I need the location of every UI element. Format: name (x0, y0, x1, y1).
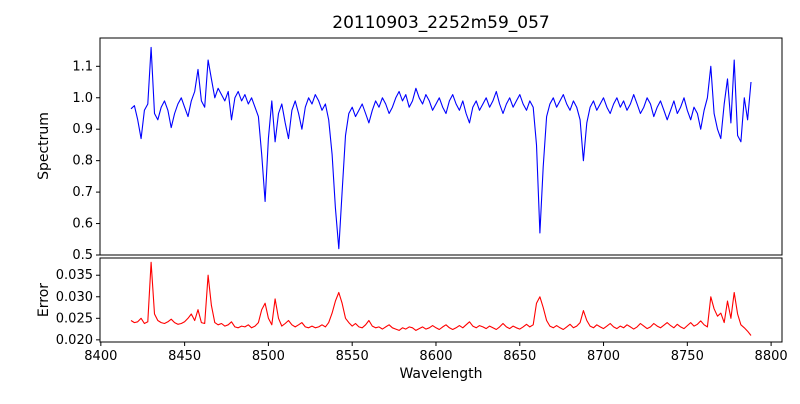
x-tick-label: 8600 (419, 349, 452, 364)
chart-title: 20110903_2252m59_057 (332, 13, 549, 33)
x-tick-label: 8800 (755, 349, 788, 364)
x-tick-label: 8400 (84, 349, 117, 364)
spectrum-axis-label: Spectrum (36, 112, 52, 180)
x-tick-label: 8750 (671, 349, 704, 364)
x-axis-label: Wavelength (399, 366, 482, 382)
y-tick-label: 0.6 (72, 217, 93, 232)
error-line (130, 261, 752, 336)
axes-frame (99, 257, 783, 343)
y-tick-label: 0.9 (72, 122, 93, 137)
top-axes: 0.5 0.6 0.7 0.8 0.9 1.0 1.1 (72, 37, 783, 263)
x-tick-label: 8500 (252, 349, 285, 364)
axes-frame (99, 37, 783, 256)
x-tick-label: 8650 (503, 349, 536, 364)
y-tick-label: 0.035 (56, 268, 93, 283)
y-tick-label: 0.8 (72, 154, 93, 169)
y-tick-label: 0.020 (56, 333, 93, 348)
x-tick-label: 8550 (336, 349, 369, 364)
spectrum-line (130, 46, 752, 250)
y-tick-label: 0.030 (56, 290, 93, 305)
y-tick-label: 0.025 (56, 311, 93, 326)
x-tick-label: 8450 (168, 349, 201, 364)
error-axis-label: Error (36, 283, 52, 317)
y-tick-label: 1.0 (72, 91, 93, 106)
y-tick-label: 1.1 (72, 59, 93, 74)
bottom-axes: 0.020 0.025 0.030 0.035 8400 8450 8500 8550 8600… (56, 257, 788, 364)
x-tick-label: 8700 (587, 349, 620, 364)
y-tick-label: 0.7 (72, 185, 93, 200)
y-tick-label: 0.5 (72, 248, 93, 263)
